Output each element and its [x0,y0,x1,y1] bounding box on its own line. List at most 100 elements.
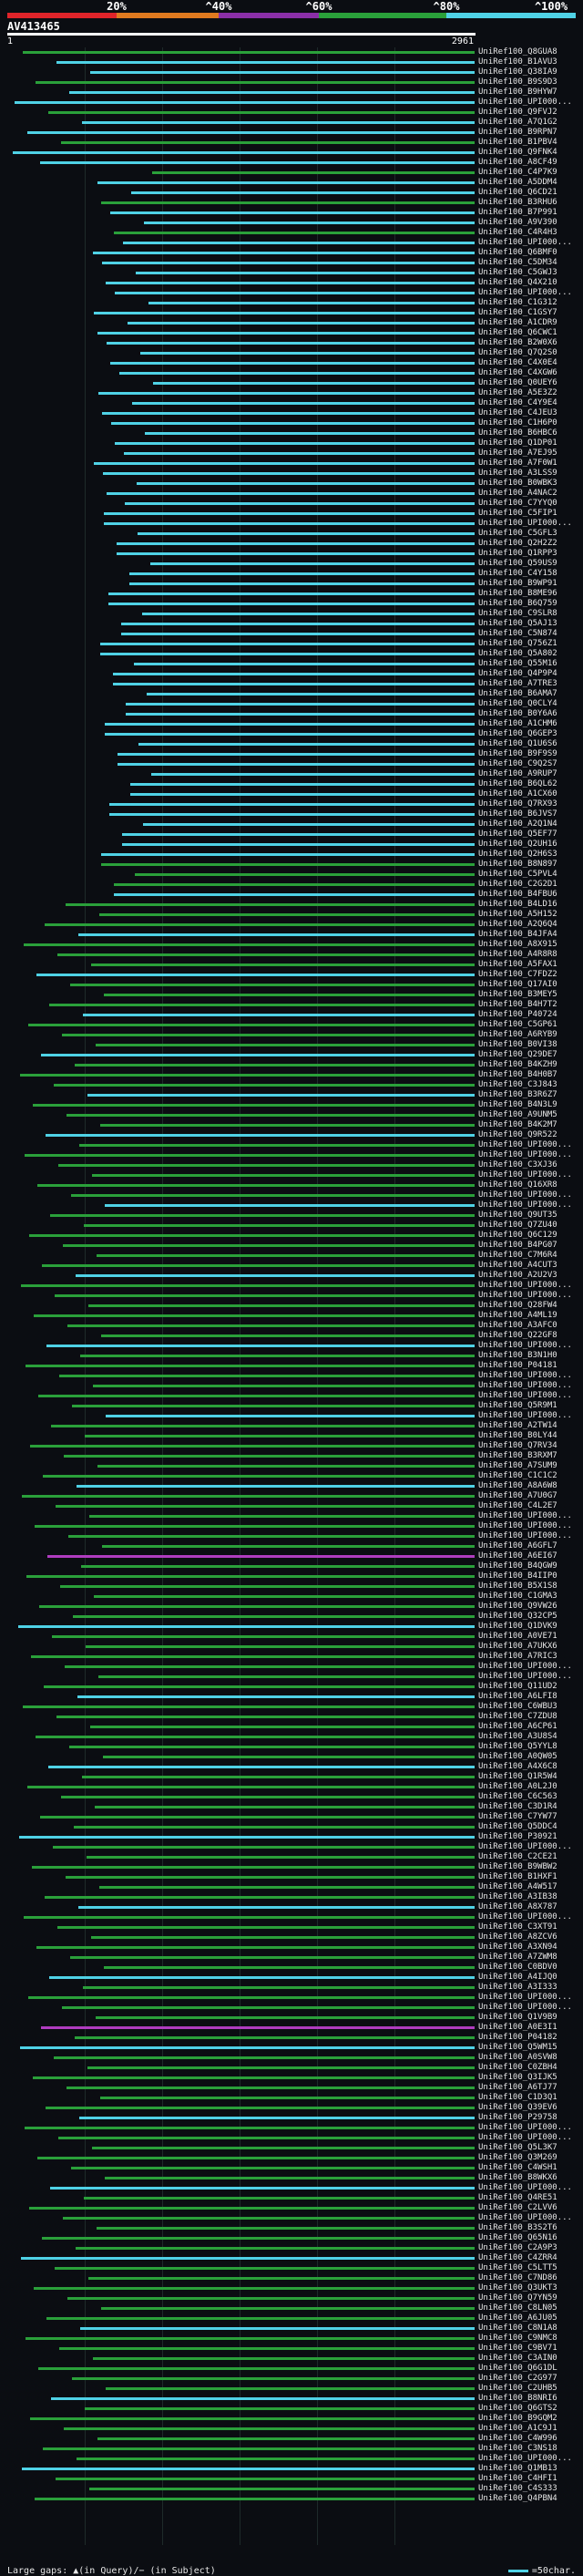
hit-link[interactable]: UniRef100_C4S333 [478,2484,557,2493]
hit-link[interactable]: UniRef100_A7F0W1 [478,459,557,468]
hit-link[interactable]: UniRef100_C5PVL4 [478,870,557,879]
hit-bar[interactable] [70,1956,475,1959]
hit-link[interactable]: UniRef100_A9RUP7 [478,769,557,778]
hit-bar[interactable] [90,71,475,74]
hit-link[interactable]: UniRef100_A7TRE3 [478,679,557,688]
hit-bar[interactable] [19,1836,475,1839]
hit-row[interactable]: UniRef100_B3RXM7 [0,1451,583,1461]
hit-link[interactable]: UniRef100_C9NMC8 [478,2334,557,2343]
hit-bar[interactable] [129,572,475,575]
hit-row[interactable]: UniRef100_Q1V9B9 [0,2013,583,2023]
hit-row[interactable]: UniRef100_B3N1H0 [0,1351,583,1361]
hit-row[interactable]: UniRef100_B1HXF1 [0,1872,583,1882]
hit-link[interactable]: UniRef100_Q5R9M1 [478,1401,557,1410]
hit-bar[interactable] [93,1385,475,1387]
hit-link[interactable]: UniRef100_C1GSY7 [478,308,557,317]
hit-bar[interactable] [25,2127,475,2129]
hit-link[interactable]: UniRef100_Q5YYL8 [478,1742,557,1751]
hit-link[interactable]: UniRef100_A0SVW8 [478,2053,557,2062]
hit-link[interactable]: UniRef100_C4WSH1 [478,2163,557,2172]
hit-link[interactable]: UniRef100_UPI000... [478,1672,572,1681]
hit-link[interactable]: UniRef100_A0E3I1 [478,2023,557,2032]
hit-row[interactable]: UniRef100_B4IIP0 [0,1571,583,1582]
hit-row[interactable]: UniRef100_Q5DDC4 [0,1822,583,1832]
hit-row[interactable]: UniRef100_A7Q1G2 [0,118,583,128]
hit-row[interactable]: UniRef100_A7U0G7 [0,1491,583,1501]
hit-bar[interactable] [99,913,475,916]
hit-row[interactable]: UniRef100_Q4X210 [0,278,583,288]
hit-row[interactable]: UniRef100_C1H6P0 [0,418,583,428]
hit-bar[interactable] [100,653,475,655]
hit-bar[interactable] [65,1665,475,1668]
hit-row[interactable]: UniRef100_Q9UT35 [0,1211,583,1221]
hit-bar[interactable] [36,974,475,976]
hit-row[interactable]: UniRef100_C0ZBH4 [0,2063,583,2073]
hit-link[interactable]: UniRef100_A5DDM4 [478,178,557,187]
hit-bar[interactable] [107,342,475,345]
hit-bar[interactable] [30,1445,475,1448]
hit-link[interactable]: UniRef100_A9UNM5 [478,1110,557,1119]
hit-bar[interactable] [88,1304,475,1307]
hit-link[interactable]: UniRef100_A8X787 [478,1902,557,1911]
hit-row[interactable]: UniRef100_C8N1A8 [0,2324,583,2334]
hit-bar[interactable] [75,1064,475,1066]
hit-link[interactable]: UniRef100_B4FBU6 [478,890,557,899]
hit-link[interactable]: UniRef100_A6LFI8 [478,1692,557,1701]
hit-row[interactable]: UniRef100_Q3IJK5 [0,2073,583,2083]
hit-bar[interactable] [55,1294,475,1297]
hit-link[interactable]: UniRef100_B4LD16 [478,900,557,909]
hit-link[interactable]: UniRef100_B4K2M7 [478,1120,557,1129]
hit-link[interactable]: UniRef100_Q7RV34 [478,1441,557,1450]
hit-bar[interactable] [94,1595,475,1598]
hit-bar[interactable] [28,1996,475,1999]
hit-bar[interactable] [134,663,475,665]
hit-link[interactable]: UniRef100_Q5AJ13 [478,619,557,628]
hit-bar[interactable] [100,1124,475,1127]
hit-bar[interactable] [129,582,475,585]
hit-row[interactable]: UniRef100_A0QW05 [0,1752,583,1762]
hit-row[interactable]: UniRef100_A9RUP7 [0,769,583,779]
hit-row[interactable]: UniRef100_B5X1S8 [0,1582,583,1592]
hit-bar[interactable] [84,1224,475,1227]
hit-row[interactable]: UniRef100_C3NS18 [0,2444,583,2454]
hit-link[interactable]: UniRef100_UPI000... [478,1200,572,1210]
hit-row[interactable]: UniRef100_Q6GEP3 [0,729,583,739]
hit-link[interactable]: UniRef100_A6TJ77 [478,2083,557,2092]
hit-bar[interactable] [152,171,475,174]
hit-bar[interactable] [114,883,475,886]
hit-link[interactable]: UniRef100_A1CHM6 [478,719,557,728]
hit-row[interactable]: UniRef100_Q1RPP3 [0,549,583,559]
hit-link[interactable]: UniRef100_C4X0E4 [478,358,557,367]
hit-row[interactable]: UniRef100_C7ND86 [0,2273,583,2283]
hit-bar[interactable] [105,1204,475,1207]
hit-link[interactable]: UniRef100_UPI000... [478,1993,572,2002]
hit-link[interactable]: UniRef100_A4IJQ0 [478,1973,557,1982]
hit-bar[interactable] [104,1966,475,1969]
hit-bar[interactable] [52,1635,475,1638]
hit-row[interactable]: UniRef100_C3J843 [0,1080,583,1090]
hit-row[interactable]: UniRef100_A7RIC3 [0,1652,583,1662]
hit-link[interactable]: UniRef100_A7Q1G2 [478,118,557,127]
hit-link[interactable]: UniRef100_B5X1S8 [478,1582,557,1591]
hit-row[interactable]: UniRef100_UPI000... [0,1993,583,2003]
hit-row[interactable]: UniRef100_B7P991 [0,208,583,218]
hit-bar[interactable] [96,1044,475,1046]
hit-bar[interactable] [59,1375,475,1377]
hit-link[interactable]: UniRef100_Q7RX93 [478,799,557,809]
hit-row[interactable]: UniRef100_P04182 [0,2033,583,2043]
hit-row[interactable]: UniRef100_C7FDZ2 [0,970,583,980]
hit-bar[interactable] [105,2177,475,2179]
hit-link[interactable]: UniRef100_C5DM34 [478,258,557,267]
hit-bar[interactable] [79,1144,475,1147]
hit-bar[interactable] [80,1355,475,1357]
hit-row[interactable]: UniRef100_UPI000... [0,1341,583,1351]
hit-bar[interactable] [57,953,475,956]
hit-row[interactable]: UniRef100_B4LD16 [0,900,583,910]
hit-bar[interactable] [85,1435,475,1437]
hit-bar[interactable] [91,1936,475,1939]
hit-row[interactable]: UniRef100_Q5WM15 [0,2043,583,2053]
hit-bar[interactable] [84,2197,475,2200]
hit-link[interactable]: UniRef100_UPI000... [478,288,572,297]
hit-row[interactable]: UniRef100_C1C1C2 [0,1471,583,1481]
hit-link[interactable]: UniRef100_B4QGW9 [478,1561,557,1571]
